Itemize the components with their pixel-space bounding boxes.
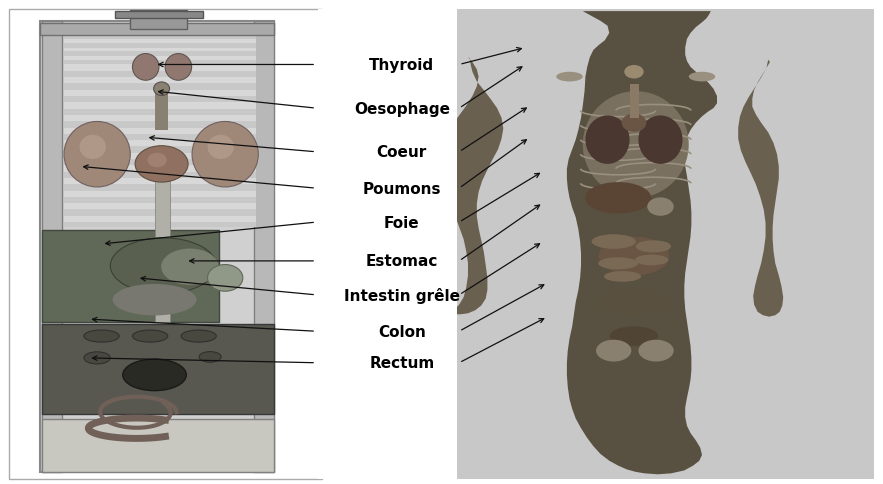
FancyBboxPatch shape bbox=[64, 204, 256, 210]
Ellipse shape bbox=[689, 73, 715, 82]
FancyBboxPatch shape bbox=[130, 11, 187, 30]
Ellipse shape bbox=[583, 92, 689, 198]
Polygon shape bbox=[738, 60, 783, 317]
FancyBboxPatch shape bbox=[64, 141, 256, 147]
Ellipse shape bbox=[162, 249, 219, 286]
FancyBboxPatch shape bbox=[155, 93, 168, 131]
Text: Estomac: Estomac bbox=[366, 254, 438, 269]
FancyBboxPatch shape bbox=[42, 22, 62, 472]
Ellipse shape bbox=[192, 122, 258, 187]
FancyBboxPatch shape bbox=[64, 91, 256, 97]
Text: Foie: Foie bbox=[384, 215, 419, 230]
Text: Colon: Colon bbox=[378, 324, 426, 339]
Ellipse shape bbox=[208, 265, 243, 292]
Ellipse shape bbox=[200, 352, 221, 363]
Text: Oesophage: Oesophage bbox=[354, 102, 449, 116]
FancyBboxPatch shape bbox=[9, 10, 322, 479]
Ellipse shape bbox=[585, 183, 651, 214]
FancyBboxPatch shape bbox=[64, 191, 256, 197]
Ellipse shape bbox=[64, 122, 131, 187]
Text: Poumons: Poumons bbox=[363, 182, 441, 196]
Ellipse shape bbox=[110, 239, 216, 294]
FancyBboxPatch shape bbox=[64, 48, 256, 52]
FancyBboxPatch shape bbox=[630, 85, 639, 119]
Ellipse shape bbox=[147, 153, 167, 168]
Ellipse shape bbox=[135, 147, 188, 183]
Ellipse shape bbox=[647, 198, 674, 216]
Ellipse shape bbox=[208, 136, 234, 160]
Ellipse shape bbox=[597, 289, 672, 316]
FancyBboxPatch shape bbox=[42, 324, 274, 414]
FancyBboxPatch shape bbox=[40, 24, 274, 36]
Ellipse shape bbox=[132, 55, 159, 81]
FancyBboxPatch shape bbox=[155, 179, 170, 322]
Polygon shape bbox=[567, 12, 717, 474]
Text: Coeur: Coeur bbox=[377, 145, 426, 160]
FancyBboxPatch shape bbox=[64, 36, 256, 63]
Ellipse shape bbox=[604, 272, 641, 282]
FancyBboxPatch shape bbox=[64, 53, 256, 59]
Ellipse shape bbox=[112, 285, 196, 316]
Ellipse shape bbox=[84, 352, 110, 364]
Ellipse shape bbox=[84, 331, 119, 343]
FancyBboxPatch shape bbox=[455, 10, 874, 479]
Ellipse shape bbox=[636, 241, 671, 253]
Ellipse shape bbox=[132, 331, 168, 343]
FancyBboxPatch shape bbox=[64, 48, 256, 227]
Ellipse shape bbox=[609, 327, 659, 346]
Text: Intestin grêle: Intestin grêle bbox=[343, 287, 460, 303]
FancyBboxPatch shape bbox=[64, 128, 256, 135]
Ellipse shape bbox=[592, 235, 636, 249]
FancyBboxPatch shape bbox=[64, 103, 256, 109]
Ellipse shape bbox=[585, 116, 630, 165]
FancyBboxPatch shape bbox=[318, 10, 457, 479]
Ellipse shape bbox=[638, 340, 674, 362]
Ellipse shape bbox=[154, 83, 170, 96]
FancyBboxPatch shape bbox=[42, 419, 274, 472]
Text: Rectum: Rectum bbox=[369, 356, 434, 370]
Ellipse shape bbox=[79, 136, 106, 160]
Ellipse shape bbox=[165, 55, 192, 81]
FancyBboxPatch shape bbox=[64, 65, 256, 72]
Text: Thyroid: Thyroid bbox=[369, 58, 434, 73]
FancyBboxPatch shape bbox=[42, 231, 219, 322]
FancyBboxPatch shape bbox=[115, 12, 203, 19]
FancyBboxPatch shape bbox=[64, 57, 256, 60]
Ellipse shape bbox=[596, 340, 631, 362]
Ellipse shape bbox=[624, 66, 644, 79]
Polygon shape bbox=[440, 58, 503, 315]
FancyBboxPatch shape bbox=[40, 22, 274, 472]
Ellipse shape bbox=[599, 257, 638, 270]
Ellipse shape bbox=[123, 359, 186, 391]
FancyBboxPatch shape bbox=[64, 216, 256, 223]
FancyBboxPatch shape bbox=[64, 166, 256, 172]
Ellipse shape bbox=[556, 73, 583, 82]
Ellipse shape bbox=[635, 255, 668, 266]
Ellipse shape bbox=[181, 331, 216, 343]
FancyBboxPatch shape bbox=[64, 40, 256, 44]
FancyBboxPatch shape bbox=[64, 78, 256, 84]
FancyBboxPatch shape bbox=[254, 22, 274, 472]
Ellipse shape bbox=[638, 116, 683, 165]
FancyBboxPatch shape bbox=[64, 179, 256, 185]
FancyBboxPatch shape bbox=[64, 153, 256, 160]
Ellipse shape bbox=[599, 237, 669, 276]
FancyBboxPatch shape bbox=[64, 116, 256, 122]
Ellipse shape bbox=[622, 114, 646, 133]
